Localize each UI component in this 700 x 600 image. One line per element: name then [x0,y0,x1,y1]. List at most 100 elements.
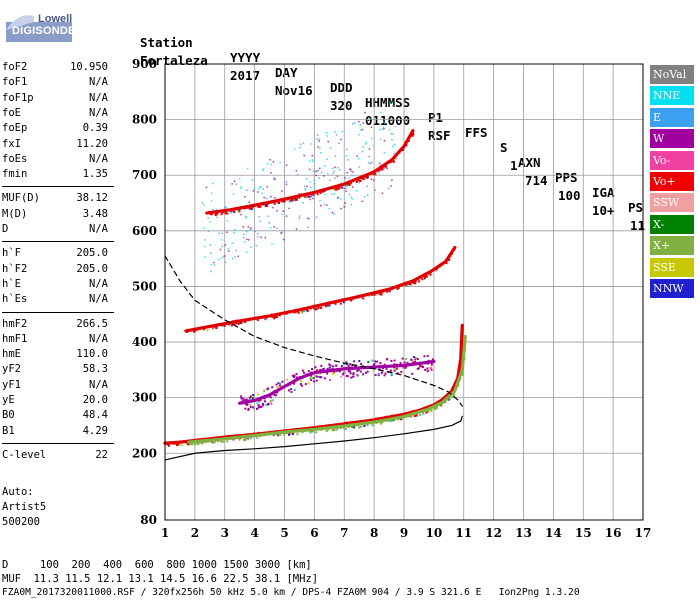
echo-dot [349,182,352,185]
echo-dot [386,167,388,170]
echo-dot [396,287,399,290]
echo-dot [352,123,354,125]
echo-dot [278,201,281,204]
echo-dot [289,199,292,202]
echo-dot [385,367,388,370]
echo-dot [221,232,224,234]
echo-dot [401,149,404,152]
echo-dot [303,371,306,374]
echo-dot [316,134,319,136]
echo-dot [328,304,331,307]
echo-dot [302,142,305,145]
echo-dot [246,167,249,170]
echo-dot [320,204,322,207]
header-p1-label: P1 [428,110,444,125]
echo-dot [423,355,426,358]
echo-dot [353,427,356,430]
echo-dot [226,219,229,222]
legend-item-x: X+ [650,236,694,256]
header-ps-value: 11 [630,218,646,233]
echo-dot [383,374,386,377]
echo-dot [357,179,360,182]
echo-dot [318,138,321,140]
echo-dot [380,293,383,296]
echo-dot [218,232,220,234]
echo-dot [372,144,375,147]
echo-dot [323,165,326,167]
echo-dot [301,431,304,434]
echo-dot [373,179,375,181]
echo-dot [411,372,414,375]
echo-dot [187,443,190,446]
param-value: 38.12 [76,192,108,205]
echo-dot [278,384,281,387]
echo-dot [213,261,215,264]
echo-dot [361,150,364,153]
echo-dot [374,374,377,377]
echo-dot [247,438,250,441]
x-tick-label: 4 [250,526,258,540]
echo-dot [207,230,210,232]
echo-dot [248,201,250,204]
param-row-ye: yE 20.0 [2,393,108,408]
param-name: h`F2 [2,262,28,275]
echo-dot [365,143,367,145]
echo-dot [315,308,318,311]
echo-dot [293,375,296,378]
echo-dot [426,354,429,357]
echo-dot [177,443,180,446]
echo-dot [244,402,247,405]
y-tick-label: 500 [132,279,157,293]
echo-dot [345,190,347,193]
echo-dot [331,211,334,214]
echo-dot [266,186,269,188]
echo-dot [220,213,223,216]
echo-dot [340,207,342,210]
echo-dot [422,365,425,368]
echo-dot [249,396,252,399]
echo-dot [346,148,348,151]
echo-dot [327,140,329,143]
echo-dot [401,357,404,360]
echo-dot [245,398,248,401]
echo-dot [332,188,335,191]
echo-dot [288,207,290,210]
echo-dot [296,433,299,436]
echo-dot [395,157,398,160]
echo-dot [369,162,372,165]
echo-dot [264,403,267,406]
echo-dot [325,132,328,134]
echo-trace [163,323,464,445]
y-tick-label: 800 [132,113,157,127]
echo-dot [300,379,303,382]
echo-dot [373,293,376,296]
echo-dot [290,199,292,201]
echo-dot [264,400,267,403]
y-tick-labels: 80 200 300 400 500 600 700 800 900 [132,57,157,527]
echo-dot [204,256,206,258]
echo-dot [224,244,227,246]
echo-dot [302,202,305,204]
echo-points [165,102,467,447]
echo-dot [356,155,358,157]
echo-dot [390,359,393,362]
param-row-fof1p: foF1p N/A [2,91,108,106]
echo-dot [319,167,321,170]
echo-dot [215,208,218,211]
echo-dot [396,372,399,375]
echo-dot [211,327,214,330]
echo-dot [220,440,223,443]
echo-dot [354,365,357,368]
param-name: foEp [2,122,28,135]
echo-dot [265,197,268,200]
echo-dot [287,389,290,392]
echo-dot [209,213,212,216]
x-tick-label: 17 [635,526,652,540]
param-name: M(D) [2,207,28,220]
echo-dot [308,168,311,171]
param-row-d: D N/A [2,222,108,237]
echo-dot [240,186,242,188]
echo-dot [386,290,389,293]
echo-dot [293,374,296,377]
echo-dot [382,126,385,128]
